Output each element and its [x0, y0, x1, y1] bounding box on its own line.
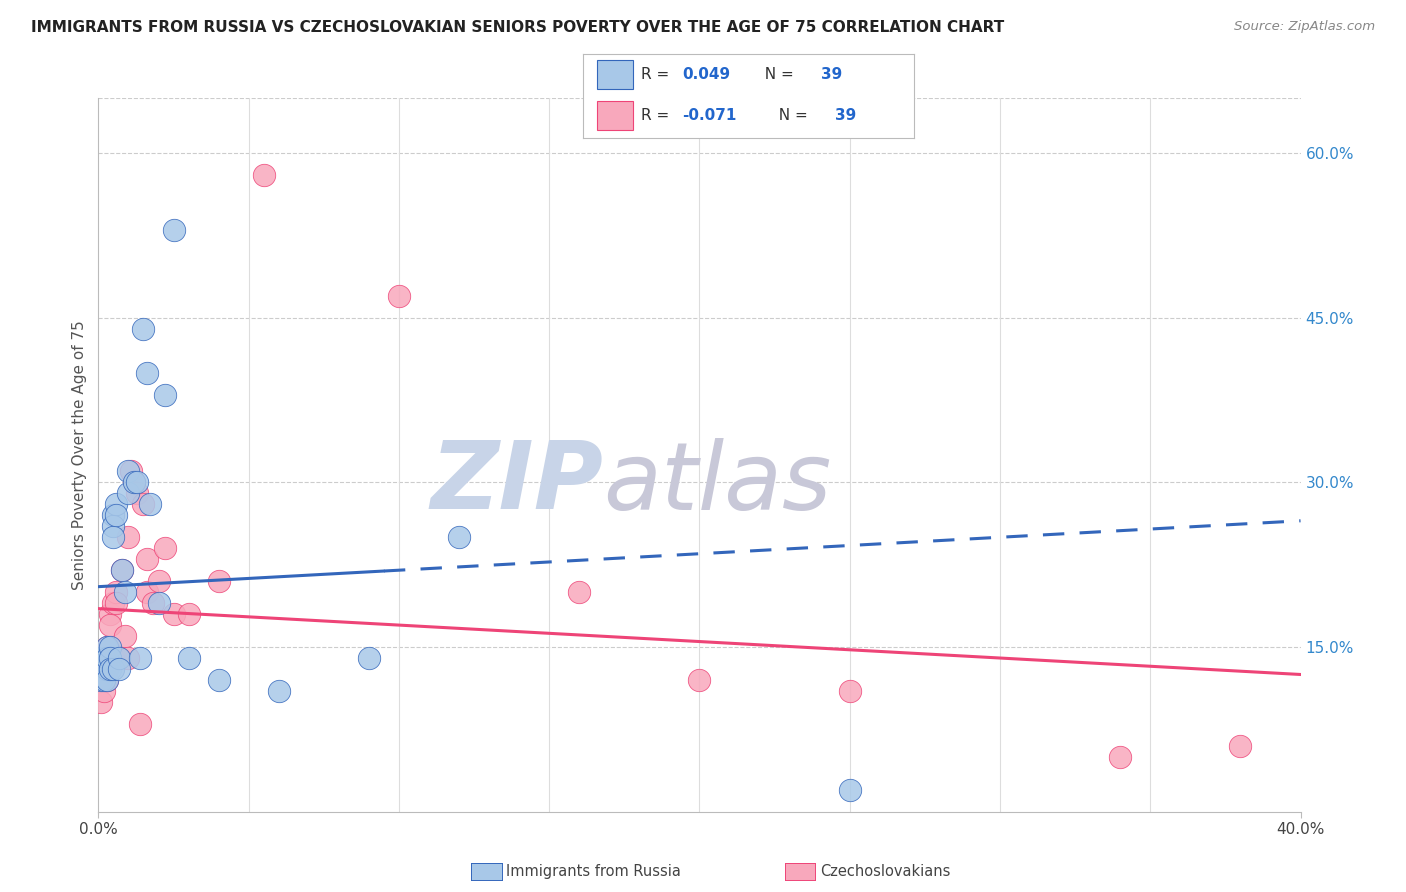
- Point: [388, 289, 411, 303]
- Point: [838, 684, 860, 698]
- Text: N =: N =: [769, 108, 813, 123]
- Point: [447, 530, 470, 544]
- Point: [96, 640, 118, 654]
- Text: 39: 39: [821, 67, 842, 82]
- Point: [162, 607, 184, 621]
- Text: Immigrants from Russia: Immigrants from Russia: [506, 864, 681, 879]
- Point: [108, 651, 131, 665]
- Point: [96, 640, 118, 654]
- Point: [108, 651, 131, 665]
- Point: [105, 585, 128, 599]
- Point: [153, 387, 176, 401]
- Text: 39: 39: [835, 108, 856, 123]
- Point: [177, 607, 200, 621]
- Text: Source: ZipAtlas.com: Source: ZipAtlas.com: [1234, 20, 1375, 33]
- Point: [100, 662, 122, 676]
- Point: [90, 651, 112, 665]
- Point: [93, 662, 115, 676]
- Point: [124, 475, 146, 490]
- Text: ZIP: ZIP: [430, 437, 603, 530]
- Point: [90, 673, 112, 687]
- Point: [93, 673, 115, 687]
- Text: IMMIGRANTS FROM RUSSIA VS CZECHOSLOVAKIAN SENIORS POVERTY OVER THE AGE OF 75 COR: IMMIGRANTS FROM RUSSIA VS CZECHOSLOVAKIA…: [31, 20, 1004, 35]
- Point: [1229, 739, 1251, 753]
- Point: [103, 596, 125, 610]
- Point: [129, 651, 152, 665]
- Point: [132, 497, 155, 511]
- Point: [135, 366, 157, 380]
- Point: [1109, 749, 1132, 764]
- Point: [357, 651, 380, 665]
- Point: [208, 673, 231, 687]
- Point: [162, 223, 184, 237]
- Point: [105, 508, 128, 523]
- Point: [108, 662, 131, 676]
- Point: [117, 464, 139, 478]
- Point: [100, 640, 122, 654]
- Point: [132, 321, 155, 335]
- Point: [135, 585, 157, 599]
- Point: [127, 475, 149, 490]
- Point: [135, 552, 157, 566]
- Point: [105, 497, 128, 511]
- Text: atlas: atlas: [603, 438, 831, 529]
- Text: 0.049: 0.049: [683, 67, 731, 82]
- Point: [117, 486, 139, 500]
- Point: [141, 596, 163, 610]
- Point: [689, 673, 711, 687]
- Point: [100, 618, 122, 632]
- Point: [96, 673, 118, 687]
- Point: [105, 596, 128, 610]
- Point: [114, 585, 136, 599]
- Point: [568, 585, 591, 599]
- Point: [103, 519, 125, 533]
- Point: [103, 651, 125, 665]
- Point: [117, 651, 139, 665]
- Point: [96, 662, 118, 676]
- Y-axis label: Seniors Poverty Over the Age of 75: Seniors Poverty Over the Age of 75: [72, 320, 87, 590]
- Point: [148, 596, 170, 610]
- Point: [208, 574, 231, 589]
- Point: [114, 629, 136, 643]
- Point: [90, 673, 112, 687]
- Point: [96, 651, 118, 665]
- Point: [253, 168, 276, 182]
- Point: [111, 563, 134, 577]
- Point: [96, 662, 118, 676]
- Point: [838, 782, 860, 797]
- FancyBboxPatch shape: [596, 61, 633, 89]
- Point: [93, 684, 115, 698]
- Point: [103, 508, 125, 523]
- Point: [90, 695, 112, 709]
- Point: [267, 684, 290, 698]
- Text: Czechoslovakians: Czechoslovakians: [820, 864, 950, 879]
- Point: [96, 673, 118, 687]
- Point: [103, 530, 125, 544]
- Point: [148, 574, 170, 589]
- Point: [124, 475, 146, 490]
- Point: [103, 662, 125, 676]
- Point: [153, 541, 176, 556]
- Text: -0.071: -0.071: [683, 108, 737, 123]
- Point: [93, 662, 115, 676]
- Point: [129, 717, 152, 731]
- Point: [100, 607, 122, 621]
- Point: [93, 651, 115, 665]
- Point: [100, 651, 122, 665]
- Point: [138, 497, 160, 511]
- Point: [111, 563, 134, 577]
- Point: [127, 486, 149, 500]
- Point: [93, 651, 115, 665]
- Text: N =: N =: [755, 67, 799, 82]
- FancyBboxPatch shape: [596, 101, 633, 130]
- Point: [121, 464, 143, 478]
- Text: R =: R =: [641, 67, 675, 82]
- Point: [117, 530, 139, 544]
- Point: [177, 651, 200, 665]
- Text: R =: R =: [641, 108, 675, 123]
